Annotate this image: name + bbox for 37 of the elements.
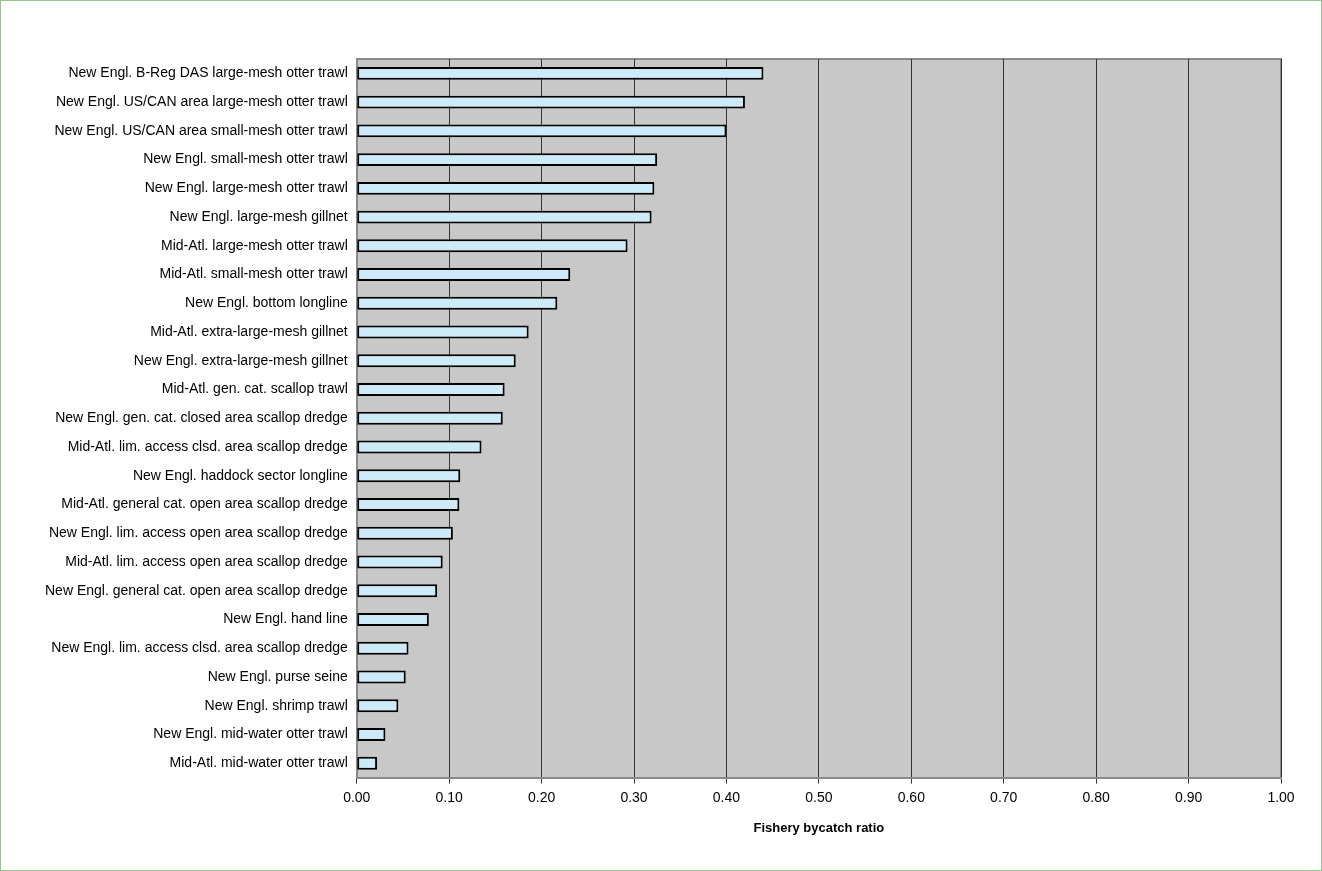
y-tick-label: New Engl. purse seine — [207, 667, 348, 684]
y-tick-label: New Engl. US/CAN area large-mesh otter trawl — [55, 92, 348, 109]
y-tick-label: New Engl. haddock sector longline — [132, 466, 348, 483]
y-tick-label: Mid-Atl. small-mesh otter trawl — [159, 265, 348, 282]
y-tick-label: Mid-Atl. gen. cat. scallop trawl — [161, 380, 348, 397]
x-tick-label: 1.00 — [1267, 788, 1295, 805]
x-tick-label: 0.10 — [435, 788, 464, 805]
x-tick-label: 0.50 — [805, 788, 833, 805]
y-tick-label: New Engl. large-mesh gillnet — [169, 207, 348, 224]
y-tick-label: New Engl. US/CAN area small-mesh otter trawl — [54, 121, 348, 138]
x-tick-label: 0.20 — [527, 788, 556, 805]
y-tick-label: New Engl. extra-large-mesh gillnet — [133, 351, 348, 368]
y-tick-label: New Engl. hand line — [223, 610, 348, 627]
x-tick-label: 0.60 — [897, 788, 926, 805]
x-tick-label: 0.70 — [990, 788, 1018, 805]
x-tick-label: 0.00 — [343, 788, 371, 805]
y-tick-label: New Engl. general cat. open area scallop dredge — [45, 581, 348, 598]
y-tick-label: New Engl. small-mesh otter trawl — [143, 150, 348, 167]
x-tick-label: 0.30 — [620, 788, 648, 805]
y-tick-label: New Engl. mid-water otter trawl — [153, 725, 348, 742]
y-tick-label: New Engl. gen. cat. closed area scallop dredge — [55, 409, 348, 426]
y-tick-label: New Engl. bottom longline — [185, 294, 348, 311]
y-tick-label: New Engl. large-mesh otter trawl — [144, 179, 348, 196]
x-tick-label: 0.90 — [1174, 788, 1203, 805]
x-tick-label: 0.40 — [712, 788, 741, 805]
y-tick-label: New Engl. shrimp trawl — [204, 696, 348, 713]
y-tick-label: Mid-Atl. extra-large-mesh gillnet — [150, 322, 348, 339]
y-tick-label: Mid-Atl. mid-water otter trawl — [169, 754, 348, 771]
y-tick-label: Mid-Atl. lim. access open area scallop dredge — [65, 552, 348, 569]
x-axis-title: Fishery bycatch ratio — [753, 819, 885, 835]
y-tick-label: New Engl. B-Reg DAS large-mesh otter trawl — [68, 64, 348, 81]
y-tick-label: New Engl. lim. access open area scallop dredge — [48, 524, 348, 541]
y-tick-label: New Engl. lim. access clsd. area scallop dredge — [51, 639, 348, 656]
y-tick-label: Mid-Atl. large-mesh otter trawl — [161, 236, 348, 253]
x-tick-label: 0.80 — [1082, 788, 1110, 805]
y-tick-label: Mid-Atl. lim. access clsd. area scallop dredge — [67, 437, 348, 454]
y-tick-label: Mid-Atl. general cat. open area scallop dredge — [61, 495, 348, 512]
